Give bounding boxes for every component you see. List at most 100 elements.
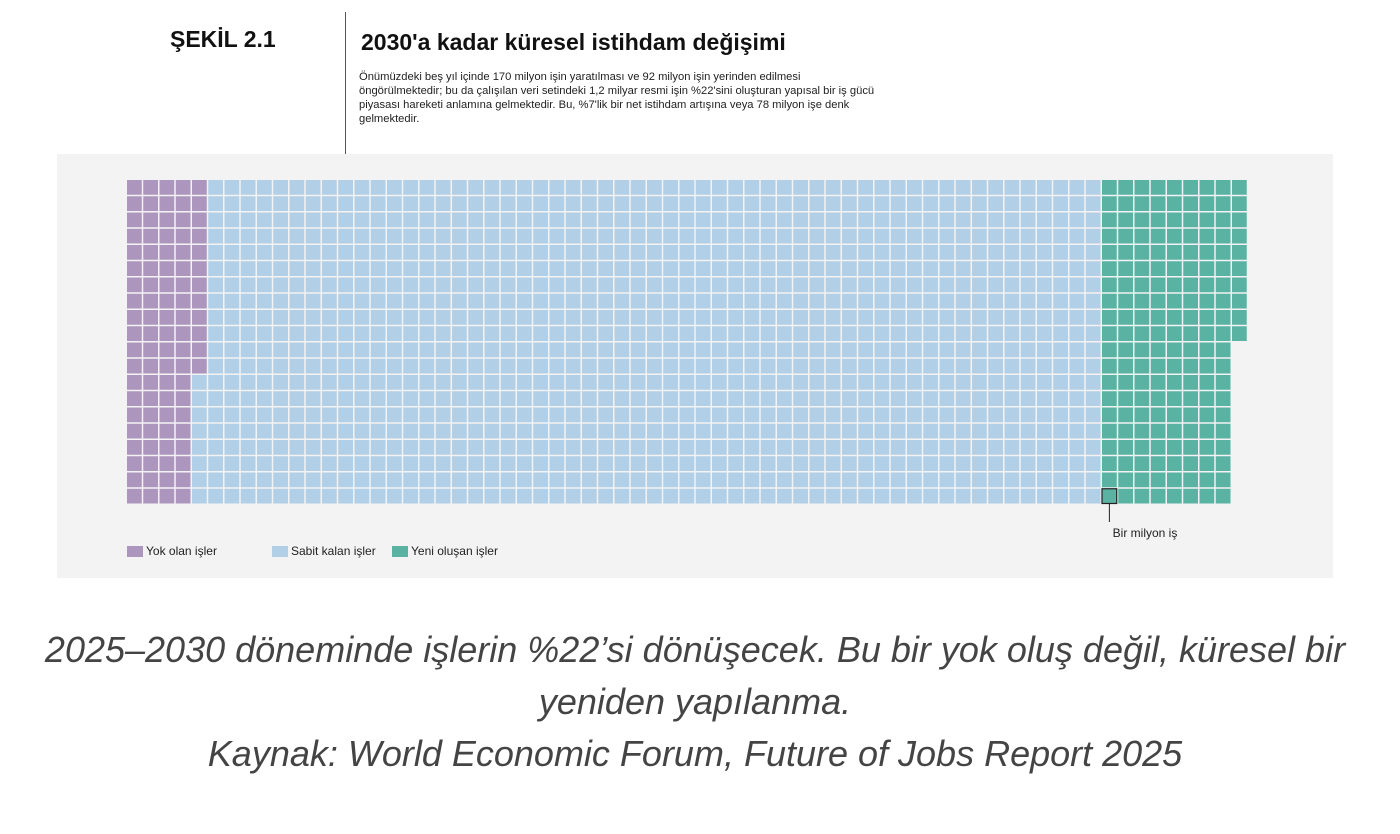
waffle-cell-stable: [842, 277, 857, 293]
waffle-cell-stable: [224, 440, 240, 455]
waffle-cell-stable: [354, 358, 370, 374]
waffle-cell-stable: [1053, 407, 1068, 423]
waffle-cell-stable: [695, 407, 711, 423]
waffle-cell-stable: [240, 472, 256, 488]
waffle-cell-stable: [777, 180, 792, 195]
waffle-cell-new: [1134, 310, 1150, 325]
waffle-cell-stable: [679, 375, 695, 390]
waffle-cell-stable: [484, 180, 500, 195]
waffle-cell-stable: [517, 245, 532, 260]
waffle-cell-stable: [630, 472, 646, 488]
waffle-cell-stable: [858, 277, 873, 293]
waffle-cell-new: [1102, 391, 1117, 406]
waffle-cell-stable: [484, 407, 500, 423]
waffle-cell-stable: [614, 245, 630, 260]
waffle-cell-stable: [582, 277, 597, 293]
waffle-cell-stable: [663, 228, 678, 244]
waffle-cell-stable: [809, 180, 825, 195]
waffle-cell-stable: [679, 423, 695, 439]
waffle-cell-stable: [240, 245, 256, 260]
waffle-cell-stable: [549, 440, 565, 455]
waffle-cell-stable: [988, 488, 1003, 504]
waffle-cell-stable: [614, 407, 630, 423]
waffle-cell-stable: [1020, 293, 1036, 309]
waffle-cell-stable: [208, 488, 223, 504]
waffle-cell-stable: [338, 423, 353, 439]
waffle-cell-stable: [1085, 472, 1101, 488]
waffle-cell-stable: [825, 456, 841, 471]
waffle-cell-stable: [972, 212, 987, 228]
waffle-cell-destroyed: [143, 228, 158, 244]
waffle-cell-stable: [842, 423, 857, 439]
waffle-cell-destroyed: [127, 180, 142, 195]
waffle-cell-stable: [322, 245, 337, 260]
waffle-cell-stable: [874, 456, 890, 471]
waffle-cell-stable: [582, 212, 597, 228]
waffle-cell-stable: [955, 196, 971, 211]
waffle-cell-stable: [858, 228, 873, 244]
waffle-cell-stable: [777, 358, 792, 374]
waffle-cell-stable: [208, 277, 223, 293]
waffle-cell-new: [1150, 456, 1166, 471]
waffle-cell-stable: [663, 261, 678, 276]
waffle-cell-stable: [825, 245, 841, 260]
waffle-cell-destroyed: [159, 310, 175, 325]
waffle-cell-stable: [565, 310, 581, 325]
waffle-cell-new: [1232, 228, 1247, 244]
waffle-cell-stable: [890, 326, 906, 341]
waffle-cell-new: [1134, 245, 1150, 260]
waffle-cell-stable: [289, 342, 305, 358]
waffle-cell-stable: [630, 261, 646, 276]
waffle-cell-destroyed: [159, 440, 175, 455]
waffle-cell-stable: [939, 196, 955, 211]
waffle-cell-stable: [582, 228, 597, 244]
waffle-cell-stable: [907, 180, 922, 195]
waffle-cell-new: [1232, 293, 1247, 309]
waffle-cell-destroyed: [175, 342, 191, 358]
waffle-cell-new: [1118, 358, 1133, 374]
waffle-cell-stable: [500, 212, 516, 228]
waffle-cell-stable: [793, 456, 808, 471]
waffle-cell-stable: [1053, 180, 1068, 195]
waffle-cell-stable: [777, 456, 792, 471]
waffle-cell-stable: [825, 423, 841, 439]
waffle-cell-stable: [1004, 391, 1020, 406]
waffle-cell-stable: [549, 488, 565, 504]
waffle-cell-stable: [338, 245, 353, 260]
waffle-cell-stable: [354, 375, 370, 390]
waffle-cell-stable: [500, 391, 516, 406]
waffle-cell-new: [1232, 261, 1247, 276]
waffle-cell-stable: [338, 456, 353, 471]
waffle-cell-stable: [370, 310, 386, 325]
waffle-cell-stable: [224, 472, 240, 488]
waffle-cell-stable: [923, 423, 938, 439]
waffle-cell-stable: [322, 212, 337, 228]
waffle-cell-stable: [955, 277, 971, 293]
waffle-cell-stable: [988, 310, 1003, 325]
waffle-cell-new: [1167, 293, 1182, 309]
waffle-cell-destroyed: [159, 423, 175, 439]
waffle-cell-destroyed: [159, 488, 175, 504]
waffle-cell-stable: [403, 375, 418, 390]
waffle-cell-stable: [257, 310, 272, 325]
waffle-cell-stable: [565, 440, 581, 455]
waffle-cell-stable: [452, 310, 467, 325]
waffle-cell-stable: [370, 488, 386, 504]
waffle-cell-new: [1199, 326, 1215, 341]
waffle-cell-stable: [1020, 375, 1036, 390]
waffle-cell-stable: [923, 261, 938, 276]
waffle-cell-destroyed: [127, 456, 142, 471]
waffle-cell-stable: [614, 391, 630, 406]
waffle-cell-stable: [1037, 196, 1052, 211]
waffle-cell-stable: [939, 293, 955, 309]
waffle-cell-new: [1199, 180, 1215, 195]
waffle-cell-stable: [305, 342, 321, 358]
waffle-cell-stable: [419, 261, 435, 276]
waffle-cell-stable: [338, 196, 353, 211]
waffle-cell-stable: [907, 358, 922, 374]
waffle-cell-stable: [809, 326, 825, 341]
waffle-cell-stable: [874, 212, 890, 228]
waffle-cell-destroyed: [175, 277, 191, 293]
waffle-cell-stable: [240, 391, 256, 406]
waffle-cell-stable: [419, 407, 435, 423]
